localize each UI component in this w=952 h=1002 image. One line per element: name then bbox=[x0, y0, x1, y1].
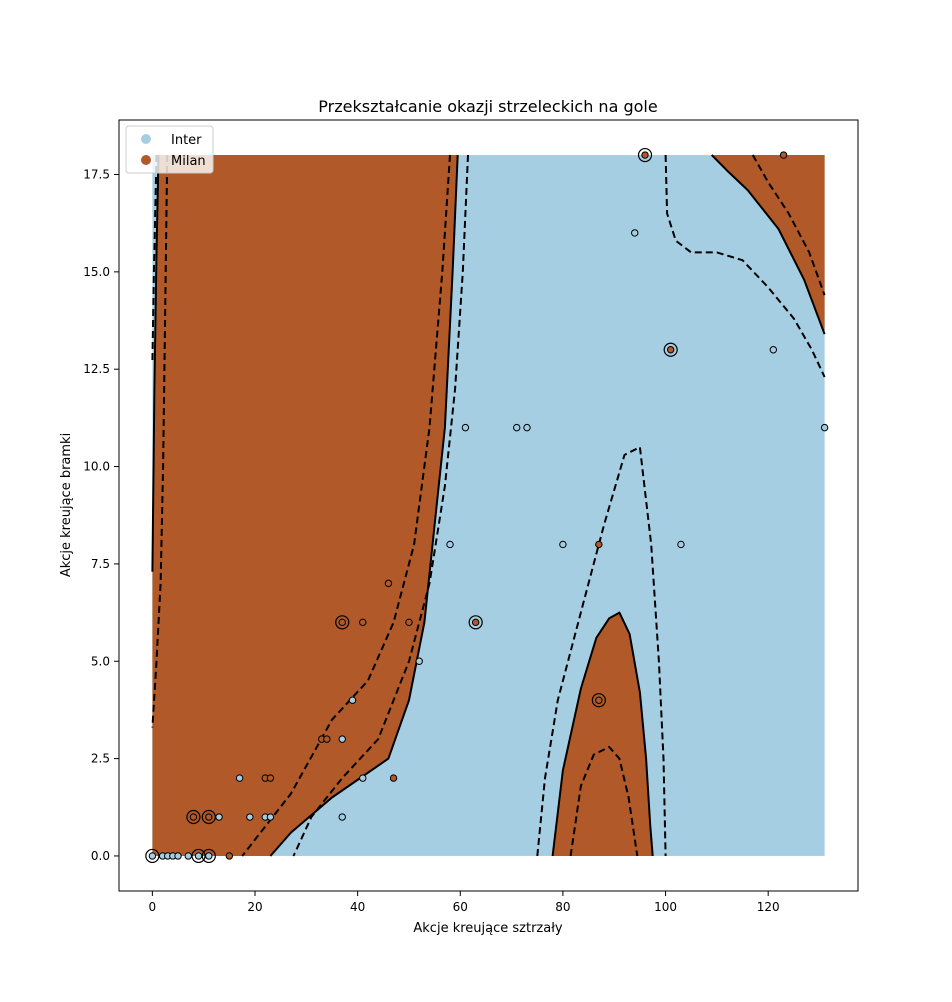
decision-boundary-2 bbox=[551, 611, 654, 857]
chart-title: Przekształcanie okazji strzeleckich na g… bbox=[318, 97, 657, 116]
data-point-36 bbox=[461, 423, 470, 432]
data-point-16 bbox=[235, 774, 244, 782]
legend-marker-milan bbox=[141, 155, 151, 165]
data-point-20 bbox=[389, 774, 398, 782]
margin-line-3 bbox=[292, 154, 469, 857]
data-point-44 bbox=[779, 151, 788, 159]
y-tick-label-1: 2.5 bbox=[91, 752, 110, 766]
margin-line-7 bbox=[751, 154, 826, 296]
data-points bbox=[145, 147, 829, 864]
legend-label-inter: Inter bbox=[171, 133, 202, 148]
data-point-12 bbox=[246, 813, 254, 821]
data-point-43 bbox=[641, 151, 649, 159]
x-axis-label: Akcje kreujące sztrzały bbox=[413, 921, 563, 936]
data-point-33 bbox=[595, 540, 603, 549]
legend-marker-inter bbox=[141, 134, 151, 144]
data-point-4 bbox=[174, 852, 182, 860]
margin-line-0 bbox=[151, 154, 158, 362]
y-tick-label-7: 17.5 bbox=[83, 168, 110, 182]
support-vector-ring-9 bbox=[186, 809, 201, 825]
region-milan-0 bbox=[152, 155, 458, 856]
y-tick-label-3: 7.5 bbox=[91, 557, 110, 571]
data-point-11 bbox=[215, 813, 223, 821]
data-point-26 bbox=[359, 618, 367, 627]
support-vector-ring-0 bbox=[145, 848, 160, 864]
margin-line-1 bbox=[151, 154, 169, 728]
data-point-24 bbox=[348, 696, 357, 704]
data-point-7 bbox=[205, 852, 213, 860]
x-tick-label-1: 20 bbox=[247, 900, 262, 914]
x-tick-label-0: 0 bbox=[149, 900, 157, 914]
legend: Inter Milan bbox=[125, 125, 214, 174]
data-point-30 bbox=[384, 579, 393, 588]
data-point-10 bbox=[205, 813, 213, 821]
data-point-28 bbox=[471, 618, 480, 627]
data-point-29 bbox=[415, 657, 423, 665]
data-point-22 bbox=[323, 735, 331, 743]
decision-boundary-0 bbox=[151, 154, 160, 572]
data-point-35 bbox=[595, 696, 603, 704]
data-point-19 bbox=[359, 774, 367, 782]
support-vector-ring-35 bbox=[591, 693, 606, 708]
y-tick-label-0: 0.0 bbox=[91, 849, 110, 863]
support-vector-ring-25 bbox=[335, 615, 350, 630]
data-point-37 bbox=[513, 423, 521, 432]
data-point-5 bbox=[184, 852, 192, 860]
y-tick-label-2: 5.0 bbox=[91, 654, 110, 668]
data-point-8 bbox=[225, 852, 234, 860]
region-milan-1 bbox=[552, 612, 653, 856]
y-axis-label: Akcje kreujące bramki bbox=[59, 433, 74, 577]
support-vector-ring-43 bbox=[637, 147, 653, 163]
margin-line-2 bbox=[241, 154, 451, 857]
axes-frame bbox=[118, 119, 859, 892]
x-axis-ticks: 0 20 40 60 80 100 120 bbox=[149, 891, 780, 914]
support-vector-ring-7 bbox=[201, 848, 216, 864]
margin-line-4 bbox=[536, 446, 667, 857]
data-point-32 bbox=[559, 540, 567, 549]
data-point-14 bbox=[266, 813, 275, 821]
margin-line-6 bbox=[664, 154, 826, 378]
data-point-9 bbox=[189, 813, 198, 821]
x-tick-label-3: 60 bbox=[453, 900, 468, 914]
margin-line-5 bbox=[569, 745, 639, 857]
decision-boundary-3 bbox=[710, 154, 826, 335]
support-vector-ring-28 bbox=[468, 615, 483, 630]
region-milan-2 bbox=[711, 155, 825, 335]
decision-contours bbox=[151, 154, 826, 857]
data-point-31 bbox=[446, 540, 454, 549]
x-tick-label-4: 80 bbox=[555, 900, 570, 914]
data-point-0 bbox=[148, 852, 157, 860]
y-tick-label-5: 12.5 bbox=[83, 362, 110, 376]
data-point-42 bbox=[631, 229, 639, 237]
data-point-23 bbox=[338, 735, 346, 743]
x-tick-label-6: 120 bbox=[757, 900, 780, 914]
data-point-25 bbox=[338, 618, 346, 627]
data-point-15 bbox=[338, 813, 346, 821]
data-point-18 bbox=[266, 774, 275, 782]
decision-regions bbox=[152, 155, 825, 856]
support-vector-ring-10 bbox=[201, 809, 216, 825]
support-vector-ring-6 bbox=[191, 848, 206, 864]
support-vector-ring-40 bbox=[663, 342, 678, 357]
plot-area bbox=[118, 119, 859, 892]
data-point-38 bbox=[523, 423, 531, 432]
y-tick-label-4: 10.0 bbox=[83, 460, 110, 474]
data-point-39 bbox=[820, 423, 829, 432]
data-point-40 bbox=[666, 346, 675, 354]
data-point-41 bbox=[769, 346, 778, 354]
x-tick-label-5: 100 bbox=[654, 900, 677, 914]
data-point-6 bbox=[194, 852, 203, 860]
y-axis-ticks: 0.0 2.5 5.0 7.5 10.0 12.5 15.0 17.5 bbox=[83, 168, 119, 863]
data-point-27 bbox=[405, 618, 413, 627]
x-tick-label-2: 40 bbox=[350, 900, 365, 914]
data-point-34 bbox=[677, 540, 685, 549]
legend-label-milan: Milan bbox=[171, 154, 206, 169]
y-tick-label-6: 15.0 bbox=[83, 265, 110, 279]
